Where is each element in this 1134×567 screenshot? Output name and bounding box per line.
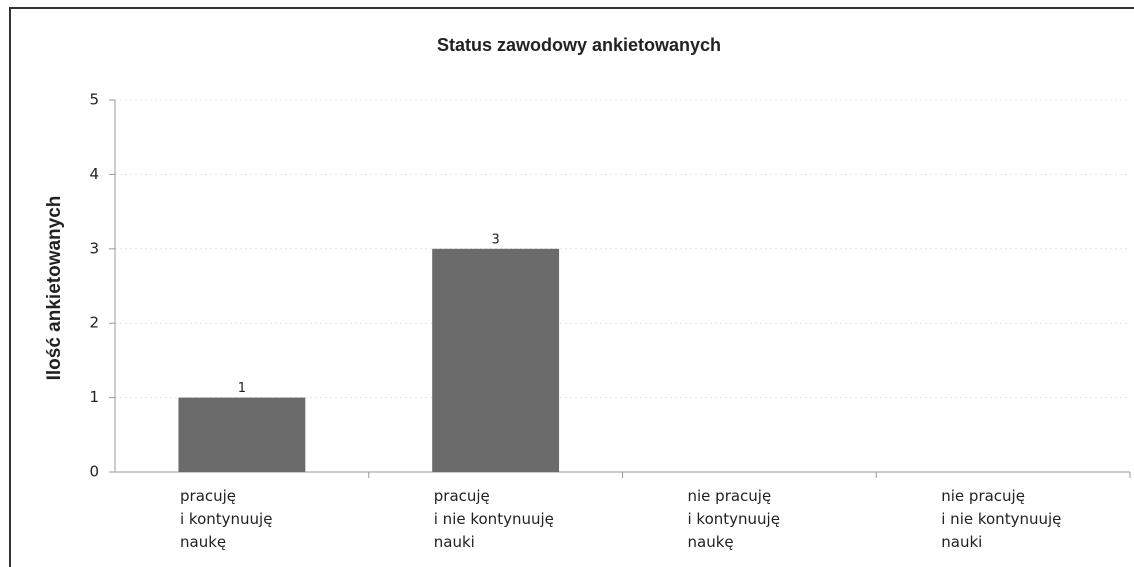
y-tick-label: 4 <box>89 165 99 183</box>
x-tick-label: pracuję i nie kontynuuję nauki <box>434 487 554 551</box>
y-tick-label: 3 <box>89 239 99 257</box>
y-tick-label: 5 <box>89 91 99 109</box>
chart-title: Status zawodowy ankietowanych <box>437 35 721 55</box>
bar <box>178 397 306 472</box>
chart-frame <box>9 7 1134 567</box>
x-tick-label: nie pracuję i nie kontynuuję nauki <box>941 487 1061 551</box>
data-label: 1 <box>238 381 246 396</box>
y-tick-label: 2 <box>89 314 99 332</box>
bar <box>432 248 560 472</box>
y-axis-label: Ilość ankietowanych <box>44 196 65 381</box>
y-tick-label: 1 <box>89 388 99 406</box>
y-tick-label: 0 <box>89 463 99 481</box>
data-label: 3 <box>491 232 499 247</box>
x-tick-label: nie pracuję i kontynuuję naukę <box>688 487 780 551</box>
x-tick-label: pracuję i kontynuuję naukę <box>180 487 272 551</box>
